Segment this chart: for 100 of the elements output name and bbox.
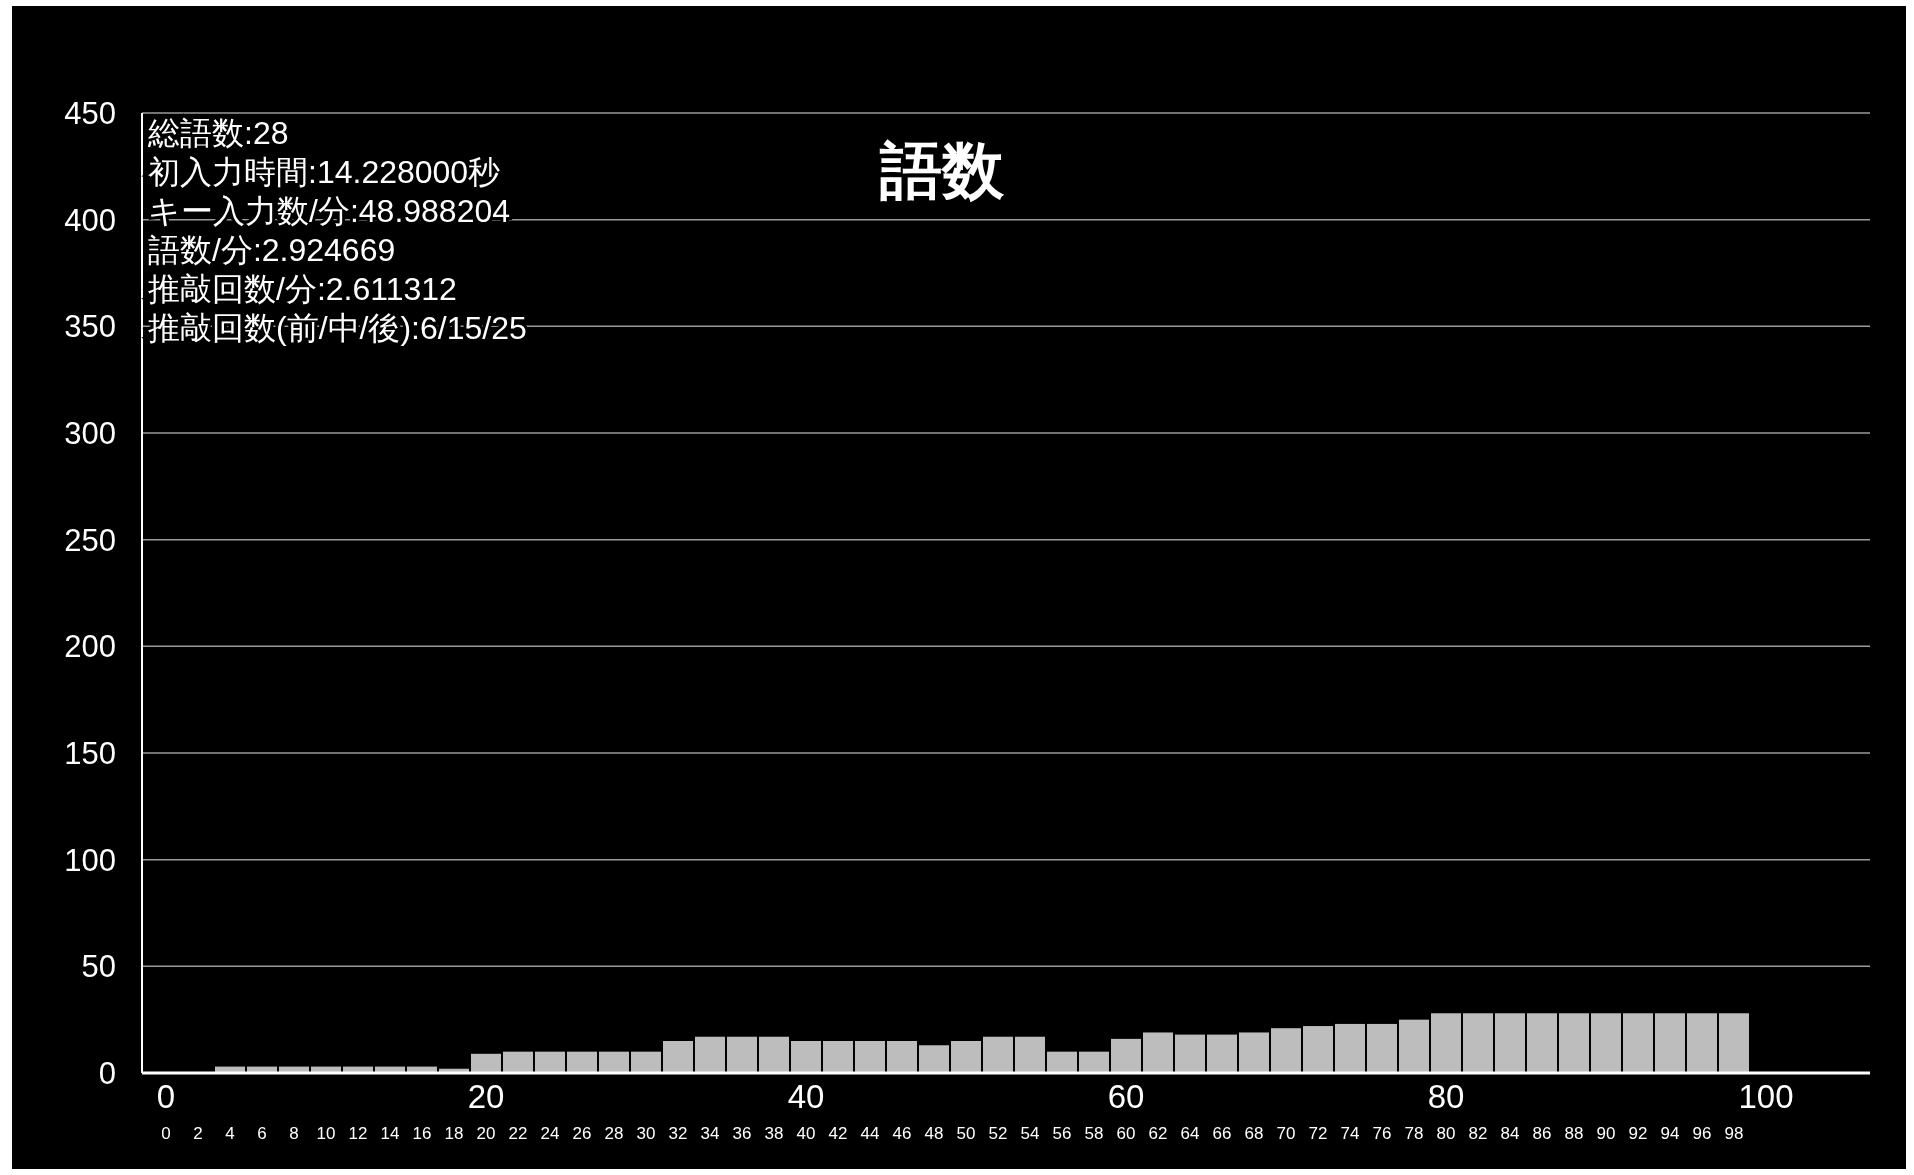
bar bbox=[919, 1045, 949, 1073]
bar bbox=[1079, 1051, 1109, 1073]
x2-tick-label: 32 bbox=[668, 1124, 688, 1143]
x2-tick-label: 64 bbox=[1180, 1124, 1200, 1143]
bar bbox=[1591, 1013, 1621, 1073]
x2-tick-label: 56 bbox=[1052, 1124, 1072, 1143]
bar bbox=[1367, 1023, 1397, 1073]
bar bbox=[1175, 1034, 1205, 1073]
bar bbox=[631, 1051, 661, 1073]
x-tick-label: 80 bbox=[1427, 1078, 1465, 1115]
bar bbox=[1271, 1028, 1301, 1073]
x2-tick-label: 2 bbox=[193, 1124, 203, 1143]
bar bbox=[791, 1041, 821, 1073]
x2-tick-label: 34 bbox=[700, 1124, 720, 1143]
x2-tick-label: 6 bbox=[257, 1124, 267, 1143]
bar bbox=[1719, 1013, 1749, 1073]
y-tick-label: 50 bbox=[81, 949, 116, 985]
x2-tick-label: 66 bbox=[1212, 1124, 1232, 1143]
x2-tick-label: 78 bbox=[1404, 1124, 1424, 1143]
y-tick-label: 100 bbox=[64, 842, 116, 878]
bar bbox=[1463, 1013, 1493, 1073]
x2-tick-label: 80 bbox=[1436, 1124, 1456, 1143]
chart-title: 語数 bbox=[879, 136, 1005, 205]
annotation: 推敲回数/分:2.611312 bbox=[148, 271, 457, 307]
x2-tick-label: 92 bbox=[1628, 1124, 1648, 1143]
x2-tick-label: 50 bbox=[956, 1124, 976, 1143]
x2-tick-label: 42 bbox=[828, 1124, 848, 1143]
x2-tick-label: 28 bbox=[604, 1124, 624, 1143]
bar bbox=[759, 1036, 789, 1073]
x2-tick-label: 60 bbox=[1116, 1124, 1136, 1143]
x2-tick-label: 58 bbox=[1084, 1124, 1104, 1143]
x-tick-label: 60 bbox=[1107, 1078, 1145, 1115]
x2-tick-label: 74 bbox=[1340, 1124, 1360, 1143]
bar bbox=[1143, 1032, 1173, 1073]
x2-tick-label: 70 bbox=[1276, 1124, 1296, 1143]
x2-tick-label: 72 bbox=[1308, 1124, 1328, 1143]
x2-tick-label: 10 bbox=[316, 1124, 336, 1143]
y-tick-label: 300 bbox=[64, 416, 116, 451]
y-tick-label: 350 bbox=[64, 309, 116, 345]
bar bbox=[567, 1051, 597, 1073]
bar bbox=[727, 1036, 757, 1073]
x2-tick-label: 88 bbox=[1564, 1124, 1584, 1143]
x2-tick-label: 0 bbox=[161, 1124, 171, 1143]
x2-tick-label: 68 bbox=[1244, 1124, 1264, 1143]
annotation: 初入力時間:14.228000秒 bbox=[148, 154, 501, 190]
bar bbox=[1623, 1013, 1653, 1073]
y-tick-label: 450 bbox=[64, 96, 116, 131]
bar bbox=[1207, 1034, 1237, 1073]
bar bbox=[599, 1051, 629, 1073]
bar bbox=[503, 1051, 533, 1073]
x2-tick-label: 20 bbox=[476, 1124, 496, 1143]
x2-tick-label: 82 bbox=[1468, 1124, 1488, 1143]
x2-tick-label: 4 bbox=[225, 1124, 235, 1143]
bar bbox=[1303, 1026, 1333, 1073]
bar bbox=[983, 1036, 1013, 1073]
bar bbox=[1655, 1013, 1685, 1073]
x2-tick-label: 12 bbox=[348, 1124, 368, 1143]
x2-tick-label: 18 bbox=[444, 1124, 464, 1143]
y-tick-label: 200 bbox=[64, 629, 116, 665]
bar bbox=[1431, 1013, 1461, 1073]
bar bbox=[1687, 1013, 1717, 1073]
x-tick-label: 100 bbox=[1738, 1078, 1794, 1115]
bar bbox=[1111, 1038, 1141, 1073]
x-tick-label: 0 bbox=[156, 1078, 176, 1115]
x2-tick-label: 26 bbox=[572, 1124, 592, 1143]
y-tick-label: 150 bbox=[64, 736, 116, 771]
bar bbox=[1399, 1019, 1429, 1073]
bar bbox=[1335, 1023, 1365, 1073]
x2-tick-label: 38 bbox=[764, 1124, 784, 1143]
bar bbox=[823, 1041, 853, 1073]
x2-tick-label: 40 bbox=[796, 1124, 816, 1143]
x2-tick-label: 46 bbox=[892, 1124, 912, 1143]
y-tick-label: 400 bbox=[64, 202, 116, 238]
x2-tick-label: 22 bbox=[508, 1124, 528, 1143]
x2-tick-label: 86 bbox=[1532, 1124, 1552, 1143]
x2-tick-label: 48 bbox=[924, 1124, 944, 1143]
bar bbox=[471, 1053, 501, 1073]
x-tick-label: 40 bbox=[787, 1078, 825, 1115]
x2-tick-label: 44 bbox=[860, 1124, 880, 1143]
x2-tick-label: 98 bbox=[1724, 1124, 1744, 1143]
bar bbox=[1047, 1051, 1077, 1073]
bar bbox=[535, 1051, 565, 1073]
x2-tick-label: 30 bbox=[636, 1124, 656, 1143]
bar bbox=[695, 1036, 725, 1073]
x2-tick-label: 16 bbox=[412, 1124, 432, 1143]
bar bbox=[1559, 1013, 1589, 1073]
x2-tick-label: 76 bbox=[1372, 1124, 1392, 1143]
bar bbox=[1239, 1032, 1269, 1073]
x2-tick-label: 84 bbox=[1500, 1124, 1520, 1143]
x2-tick-label: 54 bbox=[1020, 1124, 1040, 1143]
x2-tick-label: 8 bbox=[289, 1124, 299, 1143]
x2-tick-label: 14 bbox=[380, 1124, 400, 1143]
x2-tick-label: 94 bbox=[1660, 1124, 1680, 1143]
bar bbox=[1495, 1013, 1525, 1073]
bar bbox=[951, 1041, 981, 1073]
x2-tick-label: 62 bbox=[1148, 1124, 1168, 1143]
bar bbox=[1527, 1013, 1557, 1073]
x-tick-label: 20 bbox=[467, 1078, 505, 1115]
bar bbox=[855, 1041, 885, 1073]
x2-tick-label: 36 bbox=[732, 1124, 752, 1143]
